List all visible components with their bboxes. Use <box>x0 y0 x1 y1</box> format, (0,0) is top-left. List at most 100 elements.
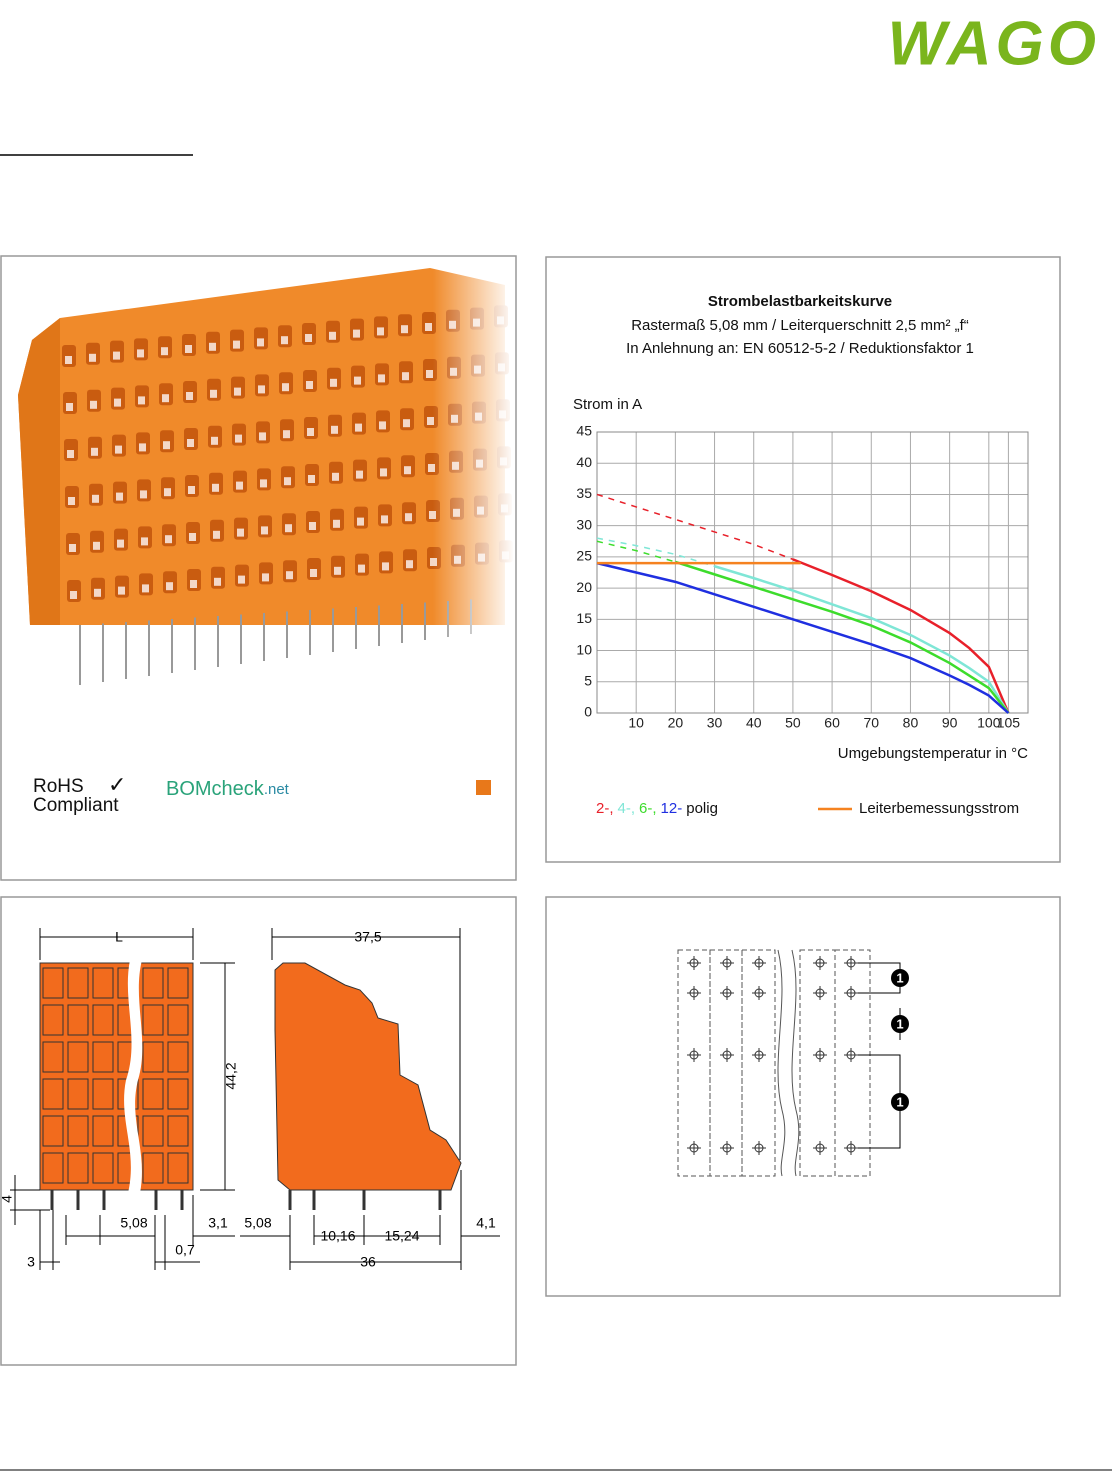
slot-contact <box>118 586 125 595</box>
slot-contact <box>214 577 221 586</box>
cell <box>142 1041 164 1073</box>
y-tick-label: 35 <box>576 485 592 501</box>
legend-label: 4-, <box>618 800 636 817</box>
chart-panel <box>545 256 1061 863</box>
callout-badge <box>891 969 909 987</box>
x-tick-label: 80 <box>903 715 919 731</box>
legend: 2-, 4-, 6-, 12- polig <box>596 800 718 817</box>
cell <box>42 967 64 999</box>
cell <box>167 1115 189 1147</box>
chart-subtitle: In Anlehnung an: EN 60512-5-2 / Reduktio… <box>626 340 974 357</box>
slot-contact <box>209 342 216 351</box>
x-tick-label: 100 <box>977 715 1001 731</box>
dimension-label: 36 <box>360 1254 376 1270</box>
cell <box>142 1115 164 1147</box>
slot-contact <box>163 441 170 450</box>
dimension-label: 0,7 <box>175 1242 195 1258</box>
dimension-label: L <box>115 929 123 945</box>
slot-contact <box>187 439 194 447</box>
series-line <box>596 493 794 561</box>
slot-contact <box>235 434 242 443</box>
y-tick-label: 5 <box>584 672 592 688</box>
slot-contact <box>165 535 172 544</box>
x-tick-label: 50 <box>785 715 801 731</box>
slot-contact <box>211 436 218 445</box>
cell <box>92 1115 114 1147</box>
x-tick-label: 10 <box>628 715 644 731</box>
legend-label: polig <box>686 800 718 817</box>
dimension-label: 10,16 <box>320 1228 355 1244</box>
x-tick-label: 90 <box>942 715 958 731</box>
plot-frame <box>596 431 1029 714</box>
slot-contact <box>90 400 97 409</box>
x-tick-label: 70 <box>863 715 879 731</box>
y-tick-label: 20 <box>576 579 592 595</box>
cell <box>167 967 189 999</box>
slot-contact <box>258 385 265 394</box>
slot-contact <box>116 492 123 501</box>
slot-contact <box>260 479 267 488</box>
slot-contact <box>185 345 192 353</box>
bomcheck-suffix: .net <box>264 781 290 798</box>
y-tick-label: 30 <box>576 516 592 532</box>
dimension-label: 15,24 <box>384 1228 419 1244</box>
slot-contact <box>210 389 217 398</box>
slot-contact <box>139 443 146 452</box>
slot-contact <box>70 591 77 599</box>
cell <box>92 1152 114 1184</box>
cell <box>142 967 164 999</box>
cell <box>67 1041 89 1073</box>
slot-contact <box>137 349 144 358</box>
callout-badge <box>891 1093 909 1111</box>
x-axis-label: Umgebungstemperatur in °C <box>838 745 1028 762</box>
slot-contact <box>286 571 293 580</box>
slot-contact <box>117 539 124 548</box>
slot-contact <box>213 530 220 539</box>
slot-contact <box>236 481 243 490</box>
legend-label: 2-, <box>596 800 614 817</box>
cell <box>67 1115 89 1147</box>
legend-label: 12- <box>661 800 683 817</box>
slot-contact <box>284 477 291 486</box>
slot-contact <box>234 387 241 396</box>
slot-contact <box>166 582 173 591</box>
x-tick-label: 105 <box>997 715 1021 731</box>
callout-badge <box>891 1015 909 1033</box>
callout: 1 <box>896 970 903 985</box>
series-line <box>596 537 715 567</box>
plot: 0 5 10 15 20 25 30 35 40 45 10 20 30 40 50 60 70 80 90 1001… <box>576 423 1029 731</box>
cell <box>167 1004 189 1036</box>
dimension-label: 5,08 <box>120 1215 147 1231</box>
y-axis-label: Strom in A <box>573 396 642 413</box>
cell <box>142 1152 164 1184</box>
cell <box>67 1078 89 1110</box>
slot-contact <box>66 403 73 411</box>
slot-contact <box>237 528 244 537</box>
cell <box>42 1004 64 1036</box>
cell <box>67 967 89 999</box>
series-line <box>596 540 676 563</box>
dimension-label: 3,1 <box>208 1215 228 1231</box>
y-tick-label: 25 <box>576 548 592 564</box>
cell <box>67 1004 89 1036</box>
photo-fade <box>300 262 514 712</box>
dimension-label: 4,1 <box>476 1215 496 1231</box>
series-line <box>674 560 1010 714</box>
pin-panel <box>545 896 1061 1297</box>
callout: 1 <box>896 1016 903 1031</box>
slot-contact <box>114 398 121 407</box>
break-line <box>777 949 800 1177</box>
series-line <box>792 558 1010 714</box>
slot-contact <box>285 524 292 533</box>
chart-title: Strombelastbarkeitskurve <box>708 293 892 310</box>
cell <box>92 1078 114 1110</box>
slot-contact <box>68 497 75 505</box>
slot-contact <box>186 392 193 400</box>
bomcheck-logo: BOMcheck.net <box>166 778 290 800</box>
series-line <box>596 561 1010 714</box>
y-tick-label: 40 <box>576 454 592 470</box>
legend-label: Leiterbemessungsstrom <box>859 800 1019 817</box>
slot-contact <box>190 580 197 588</box>
y-tick-label: 45 <box>576 423 592 439</box>
